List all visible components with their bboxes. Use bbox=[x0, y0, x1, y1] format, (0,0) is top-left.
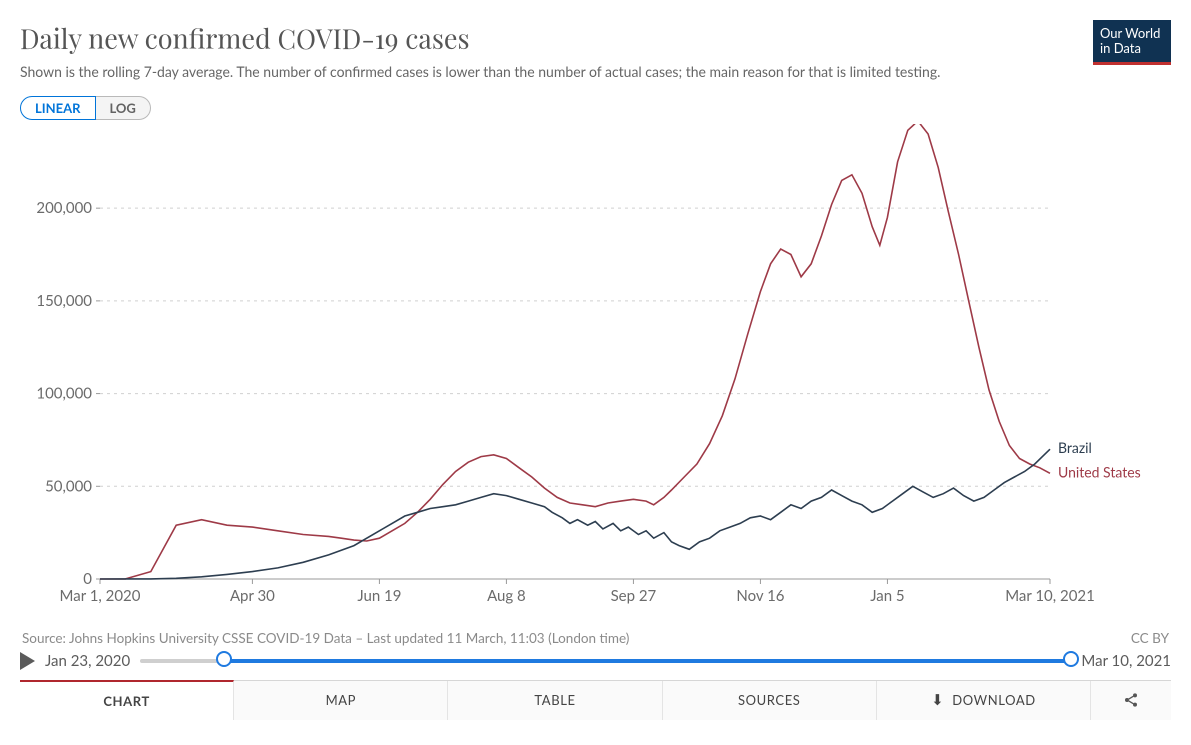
share-icon bbox=[1123, 692, 1139, 708]
tab-download-label: DOWNLOAD bbox=[952, 692, 1035, 708]
tab-sources[interactable]: SOURCES bbox=[663, 681, 877, 720]
slider-end-label: Mar 10, 2021 bbox=[1081, 652, 1171, 670]
license-text[interactable]: CC BY bbox=[1131, 630, 1169, 646]
tab-chart[interactable]: CHART bbox=[20, 680, 234, 720]
chart-subtitle: Shown is the rolling 7-day average. The … bbox=[20, 62, 960, 82]
svg-text:50,000: 50,000 bbox=[45, 477, 92, 495]
chart-plot: 0 50,000 100,000 150,000 200,000 Mar 1, 2020 A… bbox=[20, 124, 1171, 624]
svg-text:Sep 27: Sep 27 bbox=[611, 587, 657, 605]
time-slider[interactable] bbox=[140, 652, 1071, 670]
slider-start-label: Jan 23, 2020 bbox=[45, 652, 130, 670]
svg-text:Jun 19: Jun 19 bbox=[357, 587, 401, 605]
scale-toggle: LINEAR LOG bbox=[20, 96, 151, 120]
svg-text:0: 0 bbox=[83, 570, 92, 588]
slider-fill bbox=[224, 659, 1071, 663]
svg-text:100,000: 100,000 bbox=[36, 384, 92, 402]
svg-text:Mar 10, 2021: Mar 10, 2021 bbox=[1005, 587, 1095, 605]
svg-text:Aug 8: Aug 8 bbox=[487, 587, 526, 605]
slider-handle-end[interactable] bbox=[1063, 651, 1079, 667]
scale-linear-button[interactable]: LINEAR bbox=[20, 96, 96, 120]
download-icon: ⬇ bbox=[931, 691, 944, 709]
source-text: Source: Johns Hopkins University CSSE CO… bbox=[22, 630, 629, 646]
svg-text:200,000: 200,000 bbox=[36, 199, 92, 217]
chart-title: Daily new confirmed COVID-19 cases bbox=[20, 20, 1171, 56]
tab-map[interactable]: MAP bbox=[234, 681, 448, 720]
svg-text:Jan 5: Jan 5 bbox=[870, 587, 904, 605]
svg-text:United States: United States bbox=[1058, 463, 1141, 480]
tab-table[interactable]: TABLE bbox=[448, 681, 662, 720]
badge-line1: Our World bbox=[1100, 25, 1160, 41]
owid-badge[interactable]: Our World in Data bbox=[1093, 20, 1171, 65]
svg-text:Apr 30: Apr 30 bbox=[230, 587, 275, 605]
scale-log-button[interactable]: LOG bbox=[96, 96, 151, 120]
svg-text:Mar 1, 2020: Mar 1, 2020 bbox=[60, 587, 141, 605]
svg-text:150,000: 150,000 bbox=[36, 291, 92, 309]
tab-share[interactable] bbox=[1091, 681, 1171, 720]
tab-download[interactable]: ⬇ DOWNLOAD bbox=[877, 681, 1091, 720]
svg-text:Nov 16: Nov 16 bbox=[736, 587, 784, 605]
slider-handle-start[interactable] bbox=[216, 651, 232, 667]
svg-text:Brazil: Brazil bbox=[1058, 439, 1092, 456]
source-row: Source: Johns Hopkins University CSSE CO… bbox=[20, 630, 1171, 646]
play-button[interactable] bbox=[20, 652, 35, 670]
tab-bar: CHART MAP TABLE SOURCES ⬇ DOWNLOAD bbox=[20, 680, 1171, 720]
badge-line2: in Data bbox=[1100, 40, 1141, 56]
